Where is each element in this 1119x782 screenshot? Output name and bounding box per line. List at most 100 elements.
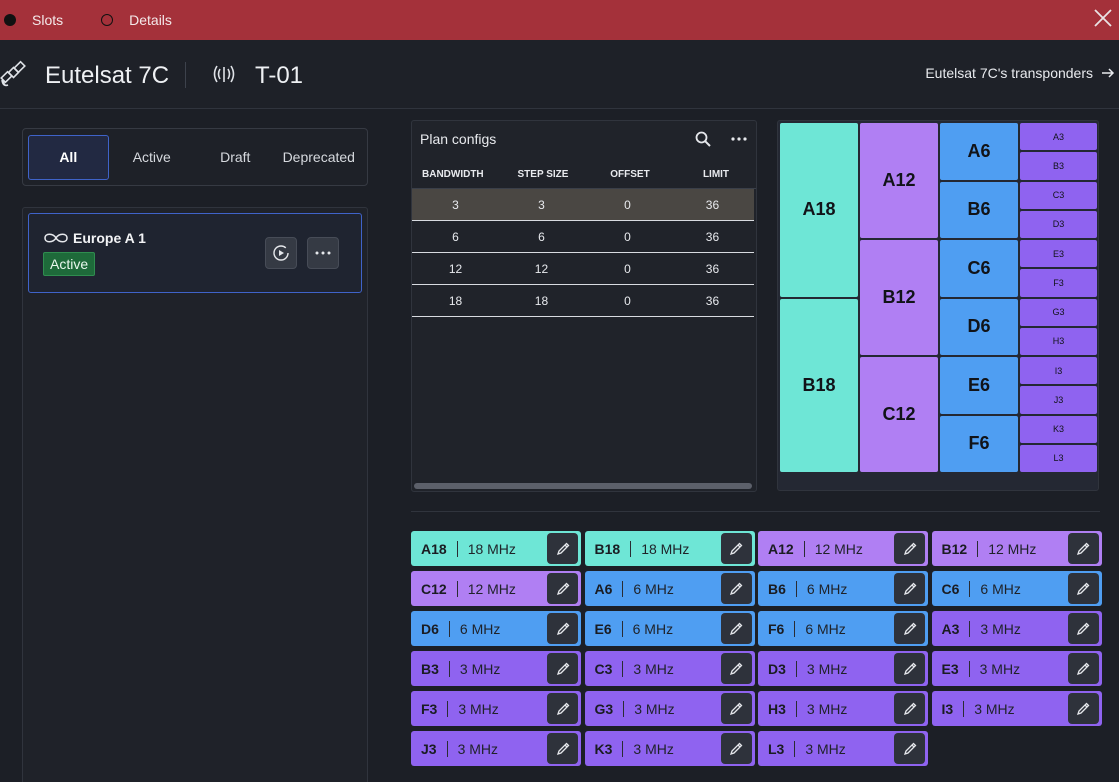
horizontal-scrollbar[interactable] bbox=[414, 483, 752, 489]
slot-chip-i3[interactable]: I3 3 MHz bbox=[931, 691, 1102, 726]
more-horizontal-icon[interactable] bbox=[730, 130, 748, 148]
slot-chip-b12[interactable]: B12 12 MHz bbox=[931, 531, 1102, 566]
slot-chip-c6[interactable]: C6 6 MHz bbox=[931, 571, 1102, 606]
slot-separator bbox=[795, 660, 797, 677]
edit-slot-button[interactable] bbox=[720, 573, 752, 604]
slot-separator bbox=[456, 540, 458, 557]
slot-chip-b6[interactable]: B6 6 MHz bbox=[758, 571, 928, 606]
edit-slot-button[interactable] bbox=[894, 613, 925, 644]
slot-chip-j3[interactable]: J3 3 MHz bbox=[411, 731, 581, 766]
grid-cell-a3[interactable]: A3 bbox=[1020, 123, 1097, 151]
edit-slot-button[interactable] bbox=[1067, 573, 1099, 604]
edit-slot-button[interactable] bbox=[547, 733, 578, 764]
grid-cell-c6[interactable]: C6 bbox=[940, 240, 1018, 297]
slot-chip-f6[interactable]: F6 6 MHz bbox=[758, 611, 928, 646]
grid-cell-b18[interactable]: B18 bbox=[780, 298, 858, 472]
transponders-link[interactable]: Eutelsat 7C's transponders bbox=[925, 65, 1115, 81]
edit-slot-button[interactable] bbox=[1067, 613, 1099, 644]
grid-cell-i3[interactable]: I3 bbox=[1020, 357, 1097, 385]
slot-chip-a12[interactable]: A12 12 MHz bbox=[758, 531, 928, 566]
slot-chip-e3[interactable]: E3 3 MHz bbox=[931, 651, 1102, 686]
grid-cell-a18[interactable]: A18 bbox=[780, 123, 858, 297]
slot-chip-g3[interactable]: G3 3 MHz bbox=[584, 691, 755, 726]
slot-chip-e6[interactable]: E6 6 MHz bbox=[584, 611, 755, 646]
table-row[interactable]: 6 6 0 36 bbox=[412, 221, 754, 253]
tab-all[interactable]: All bbox=[28, 134, 109, 180]
grid-cell-d6[interactable]: D6 bbox=[940, 298, 1018, 355]
edit-slot-button[interactable] bbox=[547, 693, 578, 724]
edit-slot-button[interactable] bbox=[547, 573, 578, 604]
slot-chip-c3[interactable]: C3 3 MHz bbox=[584, 651, 755, 686]
edit-slot-button[interactable] bbox=[894, 693, 925, 724]
edit-slot-button[interactable] bbox=[720, 533, 752, 564]
grid-cell-l3[interactable]: L3 bbox=[1020, 444, 1097, 472]
edit-slot-button[interactable] bbox=[894, 533, 925, 564]
plan-card[interactable]: Europe A 1 Active bbox=[28, 213, 362, 293]
slot-chip-h3[interactable]: H3 3 MHz bbox=[758, 691, 928, 726]
slot-chip-a6[interactable]: A6 6 MHz bbox=[584, 571, 755, 606]
column-header-bandwidth[interactable]: BANDWIDTH bbox=[422, 169, 484, 180]
tab-deprecated[interactable]: Deprecated bbox=[282, 149, 355, 165]
grid-cell-b3[interactable]: B3 bbox=[1020, 152, 1097, 180]
grid-cell-k3[interactable]: K3 bbox=[1020, 415, 1097, 443]
edit-slot-button[interactable] bbox=[1067, 533, 1099, 564]
plan-more-button[interactable] bbox=[307, 237, 339, 269]
edit-slot-button[interactable] bbox=[720, 693, 752, 724]
slot-chip-a3[interactable]: A3 3 MHz bbox=[931, 611, 1102, 646]
edit-slot-button[interactable] bbox=[1067, 693, 1099, 724]
slot-chip-c12[interactable]: C12 12 MHz bbox=[411, 571, 581, 606]
slot-chip-b18[interactable]: B18 18 MHz bbox=[584, 531, 755, 566]
grid-cell-b6[interactable]: B6 bbox=[940, 181, 1018, 238]
grid-cell-j3[interactable]: J3 bbox=[1020, 386, 1097, 414]
close-icon[interactable] bbox=[1091, 6, 1115, 30]
slot-label: B3 bbox=[421, 660, 439, 677]
radio-slots[interactable]: Slots bbox=[4, 12, 63, 28]
edit-slot-button[interactable] bbox=[894, 733, 925, 764]
table-row[interactable]: 3 3 0 36 bbox=[412, 189, 754, 221]
edit-slot-button[interactable] bbox=[720, 653, 752, 684]
slot-chip-d6[interactable]: D6 6 MHz bbox=[411, 611, 581, 646]
grid-cell-b12[interactable]: B12 bbox=[860, 240, 938, 355]
grid-cell-e3[interactable]: E3 bbox=[1020, 240, 1097, 268]
slot-chip-k3[interactable]: K3 3 MHz bbox=[584, 731, 755, 766]
grid-cell-c12[interactable]: C12 bbox=[860, 357, 938, 472]
column-header-limit[interactable]: LIMIT bbox=[702, 169, 730, 180]
tab-draft[interactable]: Draft bbox=[220, 149, 251, 165]
slot-frequency: 6 MHz bbox=[806, 580, 848, 597]
plan-configs-panel: Plan configs BANDWIDTH STEP SIZE OFFSET … bbox=[411, 120, 757, 492]
grid-cell-a12[interactable]: A12 bbox=[860, 123, 938, 238]
column-header-offset[interactable]: OFFSET bbox=[610, 169, 650, 180]
grid-cell-e6[interactable]: E6 bbox=[940, 357, 1018, 414]
grid-cell-g3[interactable]: G3 bbox=[1020, 298, 1097, 326]
grid-cell-a6[interactable]: A6 bbox=[940, 123, 1018, 180]
slot-chip-d3[interactable]: D3 3 MHz bbox=[758, 651, 928, 686]
edit-slot-button[interactable] bbox=[547, 653, 578, 684]
column-header-step-size[interactable]: STEP SIZE bbox=[517, 169, 569, 180]
slot-chip-b3[interactable]: B3 3 MHz bbox=[411, 651, 581, 686]
plan-sidebar: All Active Draft Deprecated Europe A 1 A… bbox=[22, 128, 368, 782]
slot-chip-f3[interactable]: F3 3 MHz bbox=[411, 691, 581, 726]
edit-slot-button[interactable] bbox=[547, 613, 578, 644]
slot-separator bbox=[794, 620, 796, 637]
edit-slot-button[interactable] bbox=[720, 733, 752, 764]
edit-slot-button[interactable] bbox=[894, 653, 925, 684]
table-row[interactable]: 12 12 0 36 bbox=[412, 253, 754, 285]
edit-slot-button[interactable] bbox=[1067, 653, 1099, 684]
grid-cell-d3[interactable]: D3 bbox=[1020, 210, 1097, 238]
search-icon[interactable] bbox=[694, 130, 712, 148]
tab-active[interactable]: Active bbox=[132, 149, 171, 165]
grid-cell-h3[interactable]: H3 bbox=[1020, 327, 1097, 355]
edit-slot-button[interactable] bbox=[547, 533, 578, 564]
grid-cell-c3[interactable]: C3 bbox=[1020, 181, 1097, 209]
slot-frequency: 3 MHz bbox=[634, 700, 675, 717]
edit-slot-button[interactable] bbox=[720, 613, 752, 644]
activate-button[interactable] bbox=[265, 237, 297, 269]
grid-cell-f3[interactable]: F3 bbox=[1020, 269, 1097, 297]
slot-chip-a18[interactable]: A18 18 MHz bbox=[411, 531, 581, 566]
slot-chip-l3[interactable]: L3 3 MHz bbox=[758, 731, 928, 766]
pencil-icon bbox=[729, 702, 743, 715]
edit-slot-button[interactable] bbox=[894, 573, 925, 604]
grid-cell-f6[interactable]: F6 bbox=[940, 415, 1018, 472]
table-row[interactable]: 18 18 0 36 bbox=[412, 285, 754, 317]
radio-details[interactable]: Details bbox=[101, 12, 172, 28]
